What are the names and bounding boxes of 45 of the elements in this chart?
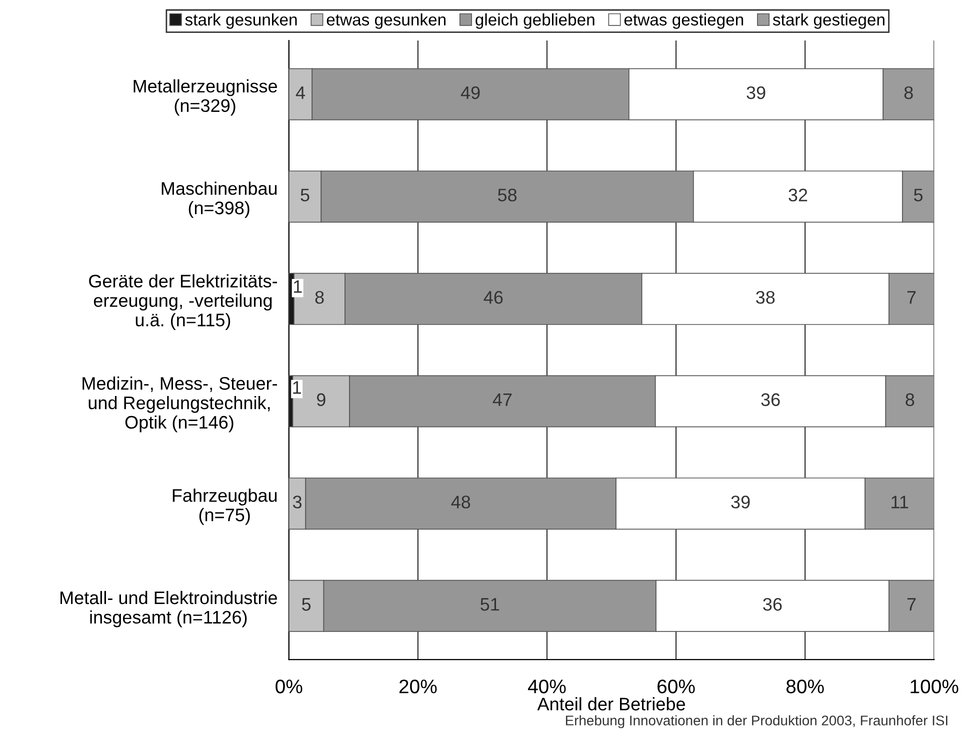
x-tick-label: 40% (528, 680, 566, 694)
text: Erhebung Innovationen in der Produktion 2003, Fraunhofer ISI (566, 715, 948, 728)
data-label: 8 (315, 290, 324, 304)
data-label: 5 (300, 188, 310, 202)
y-tick-label: Metall- und Elektroindustrie insgesamt (n=1126) (60, 590, 277, 628)
data-label: 51 (480, 598, 500, 611)
x-tick-label: 80% (786, 680, 824, 694)
legend-label: gleich geblieben (476, 13, 594, 29)
data-label: 39 (746, 86, 766, 100)
data-label: 8 (906, 393, 914, 406)
data-label: 5 (302, 598, 311, 611)
legend-label: stark gestiegen (772, 13, 884, 29)
data-label: 5 (914, 188, 923, 202)
data-label: 7 (907, 291, 916, 304)
x-tick-label: 60% (658, 680, 695, 694)
data-label: 32 (788, 188, 808, 202)
data-label: 36 (761, 393, 780, 406)
x-tick-label: 20% (399, 680, 437, 694)
data-label: 1 (293, 381, 301, 394)
x-tick-label: 0% (276, 680, 302, 694)
data-label: 9 (316, 393, 326, 406)
legend-label: stark gesunken (185, 13, 297, 29)
legend-label: etwas gesunken (326, 13, 446, 29)
data-label: 39 (731, 496, 750, 508)
data-label: 4 (296, 86, 306, 99)
data-label: 7 (907, 598, 916, 611)
data-label: 36 (763, 598, 782, 611)
x-axis-title: Anteil der Betriebe (537, 697, 685, 710)
data-label: 1 (294, 280, 302, 293)
data-label: 58 (498, 188, 517, 202)
data-label: 46 (484, 290, 503, 304)
y-tick-label: Medizin-, Mess-, Steuer- und Regelungstechnik, Optik (n=146) (82, 376, 277, 432)
data-label: 38 (756, 290, 775, 304)
legend-label: etwas gestiegen (624, 13, 744, 29)
data-label: 47 (492, 393, 512, 406)
data-label: 48 (451, 496, 470, 508)
y-tick-label: Geräte der Elektrizitäts- erzeugung, -verteilung u.ä. (n=115) (89, 274, 277, 330)
data-label: 49 (460, 86, 480, 100)
data-label: 3 (292, 496, 302, 508)
y-tick-label: Metallerzeugnisse (n=329) (134, 79, 277, 116)
data-label: 8 (904, 86, 913, 100)
data-label: 11 (892, 496, 908, 508)
y-tick-label: Maschinenbau (n=398) (162, 182, 277, 218)
x-tick-label: 100% (910, 680, 958, 694)
y-tick-label: Fahrzeugbau (n=75) (172, 488, 277, 525)
